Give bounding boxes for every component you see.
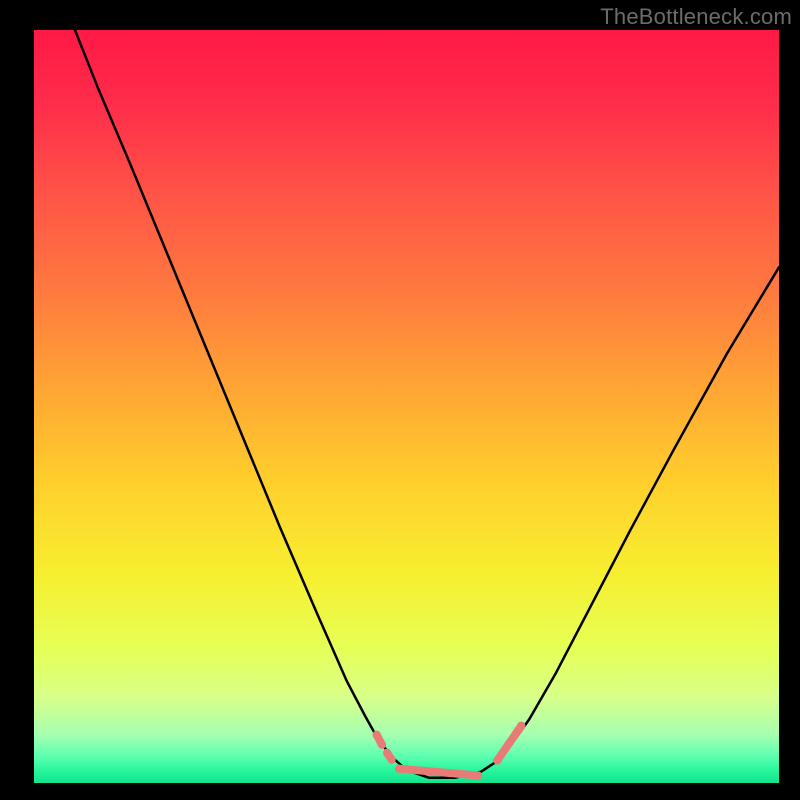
marker-dot [373,731,381,739]
marker-dot [517,722,525,730]
marker-dot [474,771,482,779]
chart-stage: TheBottleneck.com [0,0,800,800]
bottleneck-chart-svg [0,0,800,800]
heat-gradient-area [34,30,779,783]
marker-dot [378,740,386,748]
marker-dot [395,764,403,772]
watermark-text: TheBottleneck.com [600,4,792,30]
marker-dot [493,756,501,764]
marker-dot [387,755,395,763]
